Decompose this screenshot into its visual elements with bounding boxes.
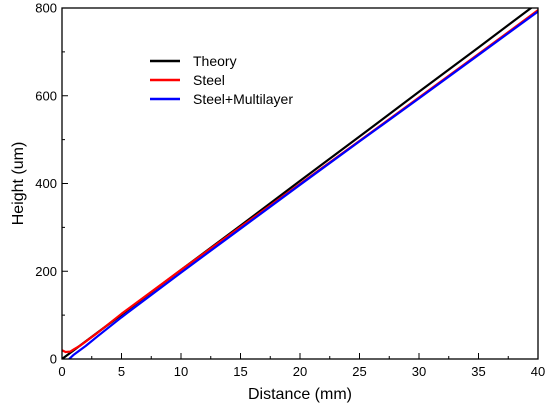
y-tick-label: 0 [50,352,57,367]
y-tick-label: 800 [35,1,57,16]
y-tick-label: 200 [35,264,57,279]
x-tick-label: 40 [531,364,545,379]
legend: Theory Steel Steel+Multilayer [150,53,293,107]
y-axis-title: Height (um) [10,142,27,226]
y-tick-label: 600 [35,88,57,103]
x-tick-label: 5 [118,364,125,379]
x-tick-label: 25 [352,364,366,379]
x-axis-title: Distance (mm) [248,386,352,403]
legend-label: Theory [193,53,237,69]
x-tick-label: 35 [471,364,485,379]
x-tick-label: 30 [412,364,426,379]
x-tick-label: 20 [293,364,307,379]
y-tick-label: 400 [35,176,57,191]
x-tick-label: 0 [58,364,65,379]
series-line-steel-multilayer [68,10,538,359]
legend-label: Steel+Multilayer [193,91,293,107]
legend-label: Steel [193,72,225,88]
plot-area [62,8,538,359]
x-tick-label: 10 [174,364,188,379]
x-tick-label: 15 [233,364,247,379]
